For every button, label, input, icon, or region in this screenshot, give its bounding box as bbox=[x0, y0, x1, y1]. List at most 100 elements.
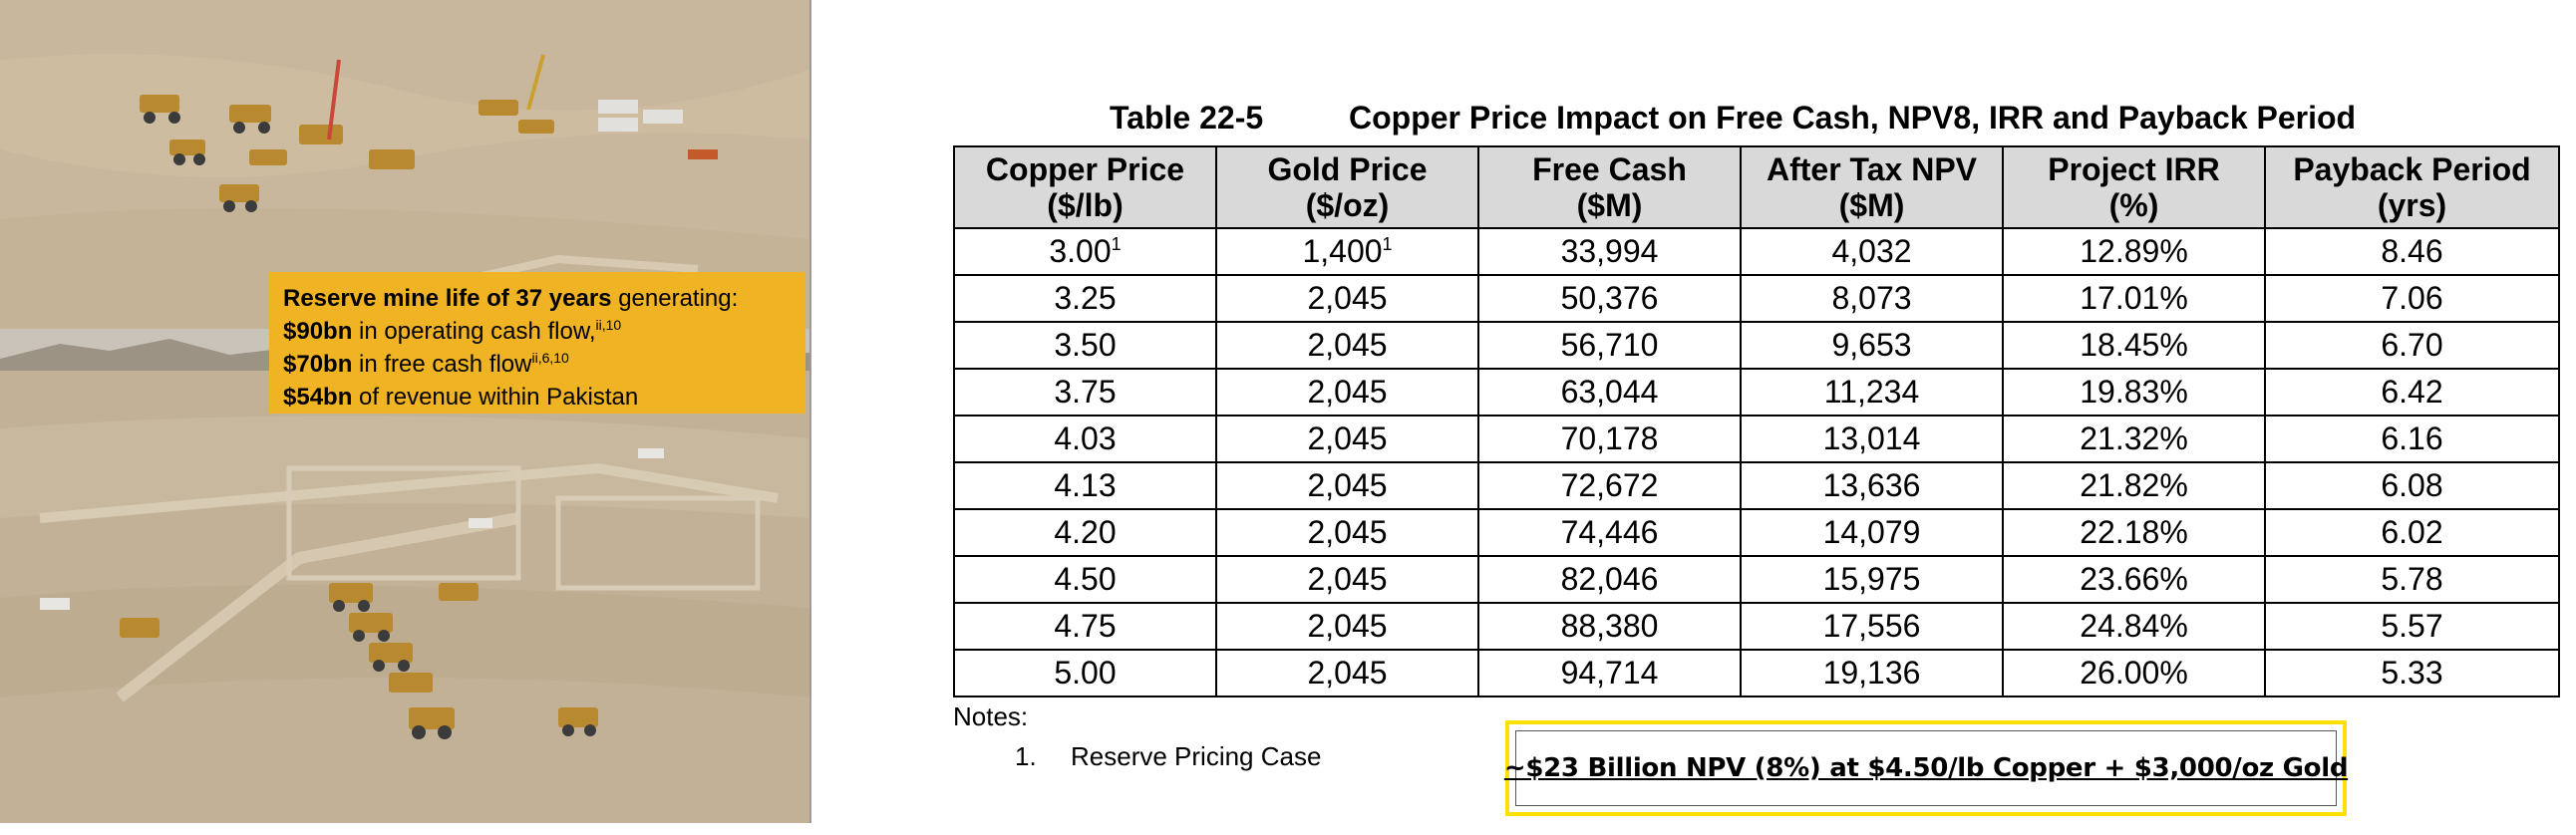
header-gold-price: Gold Price ($/oz) bbox=[1215, 145, 1479, 229]
cell-after-tax-npv: 13,014 bbox=[1740, 415, 2004, 463]
cell-payback-period: 6.42 bbox=[2264, 368, 2560, 417]
cell-copper-price-value: 3.00 bbox=[1049, 233, 1112, 269]
cell-copper-price: 4.03 bbox=[953, 415, 1217, 463]
table-row: 3.25 2,045 50,376 8,073 17.01% 7.06 bbox=[953, 274, 2560, 323]
table-row: 4.20 2,045 74,446 14,079 22.18% 6.02 bbox=[953, 508, 2560, 557]
cell-project-irr: 19.83% bbox=[2002, 368, 2266, 417]
table-caption: Table 22-5 Copper Price Impact on Free Ca… bbox=[1110, 98, 2356, 138]
cell-copper-price: 3.25 bbox=[953, 274, 1217, 323]
table-row: 4.75 2,045 88,380 17,556 24.84% 5.57 bbox=[953, 602, 2560, 651]
cell-free-cash: 94,714 bbox=[1477, 649, 1742, 697]
cell-payback-period: 7.06 bbox=[2264, 274, 2560, 323]
cell-gold-price: 2,045 bbox=[1215, 368, 1479, 417]
mine-site-photo: Reserve mine life of 37 years generating… bbox=[0, 0, 811, 823]
cell-gold-price: 2,045 bbox=[1215, 508, 1479, 557]
cell-free-cash: 82,046 bbox=[1477, 555, 1742, 604]
header-after-tax-npv-label: After Tax NPV bbox=[1766, 151, 1977, 187]
header-payback-period-unit: (yrs) bbox=[2377, 187, 2447, 223]
cell-gold-price-value: 1,400 bbox=[1302, 233, 1383, 269]
cell-project-irr: 24.84% bbox=[2002, 602, 2266, 651]
cell-payback-period: 6.08 bbox=[2264, 461, 2560, 510]
note-number: 1. bbox=[1015, 741, 1037, 771]
cell-after-tax-npv: 4,032 bbox=[1740, 227, 2004, 276]
callout-operating-cash-footnote: ii,10 bbox=[595, 317, 622, 333]
cell-project-irr: 21.32% bbox=[2002, 415, 2266, 463]
cell-project-irr: 18.45% bbox=[2002, 321, 2266, 370]
header-free-cash-unit: ($M) bbox=[1576, 187, 1643, 223]
callout-revenue-text: of revenue within Pakistan bbox=[352, 384, 639, 411]
callout-line-free-cash: $70bn in free cash flowii,6,10 bbox=[283, 348, 792, 381]
cell-free-cash: 88,380 bbox=[1477, 602, 1742, 651]
header-payback-period: Payback Period (yrs) bbox=[2264, 145, 2560, 229]
header-copper-price-label: Copper Price bbox=[985, 151, 1185, 187]
table-row: 5.00 2,045 94,714 19,136 26.00% 5.33 bbox=[953, 649, 2560, 697]
cell-after-tax-npv: 15,975 bbox=[1740, 555, 2004, 604]
cell-gold-price: 2,045 bbox=[1215, 602, 1479, 651]
cell-copper-price: 3.75 bbox=[953, 368, 1217, 417]
cell-project-irr: 12.89% bbox=[2002, 227, 2266, 276]
cell-free-cash: 70,178 bbox=[1477, 415, 1742, 463]
callout-mine-life-text: generating: bbox=[611, 285, 739, 312]
cell-free-cash: 33,994 bbox=[1477, 227, 1742, 276]
cell-payback-period: 6.02 bbox=[2264, 508, 2560, 557]
cell-after-tax-npv: 13,636 bbox=[1740, 461, 2004, 510]
table-number: Table 22-5 bbox=[1110, 100, 1264, 136]
cell-copper-footnote: 1 bbox=[1111, 234, 1122, 254]
cell-copper-price: 5.00 bbox=[953, 649, 1217, 697]
callout-operating-cash-value: $90bn bbox=[283, 318, 353, 345]
callout-free-cash-footnote: ii,6,10 bbox=[531, 350, 569, 366]
header-free-cash-label: Free Cash bbox=[1532, 151, 1687, 187]
cell-payback-period: 6.70 bbox=[2264, 321, 2560, 370]
header-copper-price: Copper Price ($/lb) bbox=[953, 145, 1217, 229]
callout-free-cash-text: in free cash flow bbox=[352, 351, 532, 378]
cell-payback-period: 5.33 bbox=[2264, 649, 2560, 697]
cell-project-irr: 21.82% bbox=[2002, 461, 2266, 510]
cell-gold-price: 1,4001 bbox=[1215, 227, 1479, 276]
callout-line-mine-life: Reserve mine life of 37 years generating… bbox=[283, 282, 792, 315]
cell-after-tax-npv: 11,234 bbox=[1740, 368, 2004, 417]
notes-heading: Notes: bbox=[953, 701, 1029, 731]
cell-copper-price: 4.13 bbox=[953, 461, 1217, 510]
cell-project-irr: 26.00% bbox=[2002, 649, 2266, 697]
cell-gold-price: 2,045 bbox=[1215, 461, 1479, 510]
header-copper-price-unit: ($/lb) bbox=[1047, 187, 1124, 223]
cell-after-tax-npv: 9,653 bbox=[1740, 321, 2004, 370]
cell-gold-price: 2,045 bbox=[1215, 274, 1479, 323]
npv-highlight-text: ~$23 Billion NPV (8%) at $4.50/lb Copper… bbox=[1503, 753, 2349, 783]
header-project-irr: Project IRR (%) bbox=[2002, 145, 2266, 229]
npv-highlight-box: ~$23 Billion NPV (8%) at $4.50/lb Copper… bbox=[1503, 720, 2349, 816]
header-project-irr-label: Project IRR bbox=[2048, 151, 2220, 187]
mine-life-callout: Reserve mine life of 37 years generating… bbox=[269, 272, 805, 414]
cell-payback-period: 6.16 bbox=[2264, 415, 2560, 463]
cell-copper-price: 4.75 bbox=[953, 602, 1217, 651]
header-after-tax-npv: After Tax NPV ($M) bbox=[1740, 145, 2004, 229]
table-row: 4.13 2,045 72,672 13,636 21.82% 6.08 bbox=[953, 461, 2560, 510]
cell-payback-period: 8.46 bbox=[2264, 227, 2560, 276]
cell-free-cash: 63,044 bbox=[1477, 368, 1742, 417]
cell-gold-price: 2,045 bbox=[1215, 649, 1479, 697]
table-row: 3.50 2,045 56,710 9,653 18.45% 6.70 bbox=[953, 321, 2560, 370]
cell-gold-price: 2,045 bbox=[1215, 321, 1479, 370]
table-row: 4.50 2,045 82,046 15,975 23.66% 5.78 bbox=[953, 555, 2560, 604]
cell-gold-price: 2,045 bbox=[1215, 415, 1479, 463]
header-payback-period-label: Payback Period bbox=[2293, 151, 2531, 187]
cell-free-cash: 72,672 bbox=[1477, 461, 1742, 510]
cell-project-irr: 22.18% bbox=[2002, 508, 2266, 557]
cell-after-tax-npv: 14,079 bbox=[1740, 508, 2004, 557]
callout-revenue-value: $54bn bbox=[283, 384, 353, 411]
callout-free-cash-value: $70bn bbox=[283, 351, 353, 378]
cell-free-cash: 74,446 bbox=[1477, 508, 1742, 557]
table-row: 3.001 1,4001 33,994 4,032 12.89% 8.46 bbox=[953, 227, 2560, 276]
cell-free-cash: 56,710 bbox=[1477, 321, 1742, 370]
cell-after-tax-npv: 8,073 bbox=[1740, 274, 2004, 323]
table-header-row: Copper Price ($/lb) Gold Price ($/oz) Free… bbox=[953, 145, 2560, 229]
cell-free-cash: 50,376 bbox=[1477, 274, 1742, 323]
highlight-inner-border bbox=[1515, 730, 2337, 806]
cell-copper-price: 4.20 bbox=[953, 508, 1217, 557]
header-gold-price-unit: ($/oz) bbox=[1305, 187, 1390, 223]
header-free-cash: Free Cash ($M) bbox=[1477, 145, 1742, 229]
cell-project-irr: 17.01% bbox=[2002, 274, 2266, 323]
cell-project-irr: 23.66% bbox=[2002, 555, 2266, 604]
callout-line-operating-cash: $90bn in operating cash flow,ii,10 bbox=[283, 315, 792, 348]
cell-after-tax-npv: 19,136 bbox=[1740, 649, 2004, 697]
